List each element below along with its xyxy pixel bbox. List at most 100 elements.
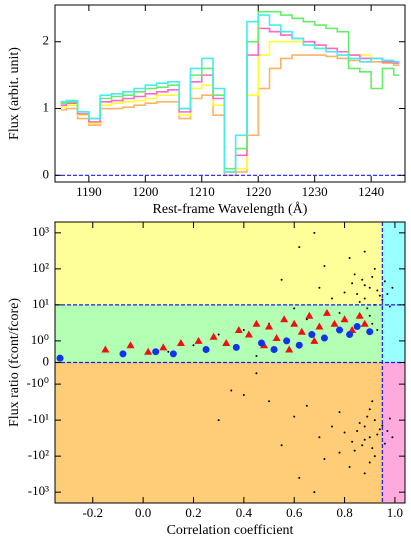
circle-marker <box>56 354 64 362</box>
triangle-marker <box>290 319 299 327</box>
x-tick-label: 1200 <box>132 184 158 199</box>
triangle-marker <box>280 315 289 323</box>
triangle-marker <box>340 315 349 323</box>
y-tick-label: -10¹ <box>28 411 49 426</box>
dot-marker <box>376 289 379 292</box>
dot-marker <box>378 428 381 431</box>
dot-marker <box>330 425 333 428</box>
dot-marker <box>338 451 341 454</box>
triangle-marker <box>265 322 274 330</box>
dot-marker <box>363 472 366 475</box>
region <box>55 362 383 503</box>
dot-marker <box>167 350 170 353</box>
triangle-marker <box>285 345 294 353</box>
dot-marker <box>381 424 384 427</box>
dot-marker <box>298 246 301 249</box>
y-tick-label: 10³ <box>32 224 49 239</box>
dot-marker <box>363 438 366 441</box>
triangle-marker <box>297 327 306 335</box>
triangle-marker <box>222 339 231 347</box>
x-tick-label: 1190 <box>76 184 102 199</box>
triangle-marker <box>272 334 281 342</box>
dot-marker <box>348 257 351 260</box>
dot-marker <box>338 311 341 314</box>
dot-marker <box>386 429 389 432</box>
circle-marker <box>308 331 316 339</box>
dot-marker <box>368 436 371 439</box>
circle-marker <box>283 337 291 345</box>
dot-marker <box>318 436 321 439</box>
circle-marker <box>366 328 374 336</box>
dot-marker <box>217 419 220 422</box>
y-tick-label: 10⁰ <box>31 332 49 347</box>
dot-marker <box>358 301 361 304</box>
circle-marker <box>257 339 265 347</box>
dot-marker <box>361 278 364 281</box>
triangle-marker <box>176 339 185 347</box>
dot-marker <box>356 293 359 296</box>
dot-marker <box>366 307 369 310</box>
plot-frame <box>54 4 406 183</box>
circle-marker <box>169 350 177 358</box>
dot-marker <box>371 447 374 450</box>
triangle-marker <box>315 322 324 330</box>
x-tick-label: 1220 <box>245 184 271 199</box>
y-tick-label: -10³ <box>28 483 49 498</box>
triangle-marker <box>310 336 319 344</box>
triangle-marker <box>234 326 243 334</box>
triangle-marker <box>330 319 339 327</box>
x-tick-label: 0.4 <box>236 505 253 520</box>
region <box>382 222 405 363</box>
dot-marker <box>343 291 346 294</box>
circle-marker <box>270 346 278 354</box>
spectrum-line <box>60 54 400 177</box>
dot-marker <box>230 389 233 392</box>
dot-marker <box>242 329 245 332</box>
x-tick-label: -0.2 <box>82 505 103 520</box>
y-axis-label: Flux ratio (fcont/fcore) <box>7 298 22 427</box>
dot-marker <box>376 433 379 436</box>
dot-marker <box>368 314 371 317</box>
dot-marker <box>192 344 195 347</box>
dot-marker <box>353 273 356 276</box>
circle-marker <box>320 334 328 342</box>
circle-marker <box>152 348 160 356</box>
dot-marker <box>217 333 220 336</box>
dot-marker <box>391 436 394 439</box>
dot-marker <box>368 461 371 464</box>
dot-marker <box>363 250 366 253</box>
dot-marker <box>280 278 283 281</box>
circle-marker <box>119 350 127 358</box>
triangle-marker <box>355 311 364 319</box>
dot-marker <box>330 297 333 300</box>
dot-marker <box>242 393 245 396</box>
y-tick-label: 0 <box>43 353 50 368</box>
y-tick-label: 10¹ <box>32 296 49 311</box>
x-tick-label: 1230 <box>302 184 328 199</box>
dot-marker <box>368 286 371 289</box>
triangle-marker <box>209 332 218 340</box>
triangle-marker <box>244 330 253 338</box>
dot-marker <box>351 282 354 285</box>
circle-marker <box>336 326 344 334</box>
triangle-marker <box>126 341 135 349</box>
x-tick-label: 0.2 <box>185 505 201 520</box>
x-tick-label: 1.0 <box>387 505 403 520</box>
dot-marker <box>293 307 296 310</box>
y-tick-label: -10² <box>28 447 49 462</box>
dot-marker <box>363 284 366 287</box>
dot-marker <box>361 444 364 447</box>
x-axis-label: Rest-frame Wavelength (Å) <box>153 201 308 217</box>
dot-marker <box>363 297 366 300</box>
triangle-marker <box>101 345 110 353</box>
circle-marker <box>353 323 361 331</box>
dot-marker <box>376 329 379 332</box>
y-tick-label: 10² <box>32 260 49 275</box>
dot-marker <box>293 415 296 418</box>
dot-marker <box>373 419 376 422</box>
dot-marker <box>371 400 374 403</box>
dot-marker <box>388 417 391 420</box>
dot-marker <box>356 429 359 432</box>
dot-marker <box>353 449 356 452</box>
dot-marker <box>323 457 326 460</box>
